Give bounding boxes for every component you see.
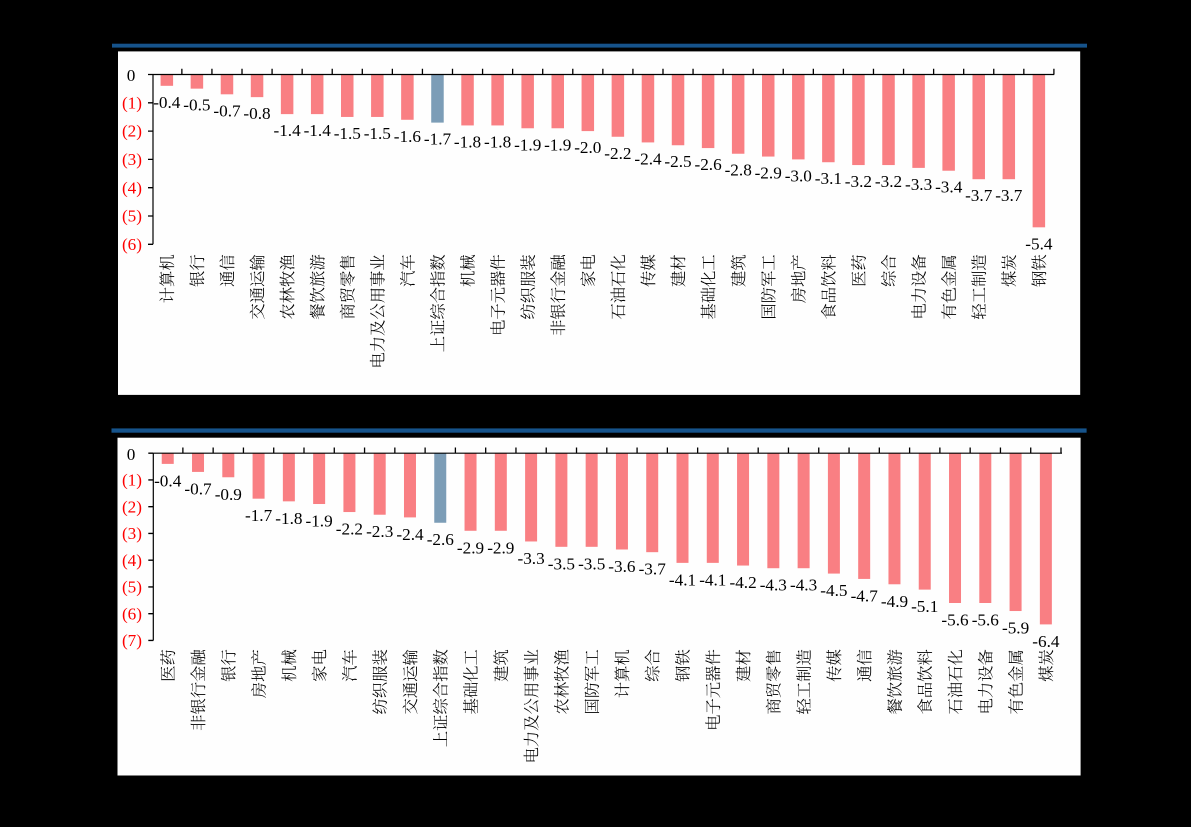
- svg-text:-1.9: -1.9: [305, 512, 332, 531]
- svg-text:-5.9: -5.9: [1002, 619, 1029, 638]
- svg-text:-5.6: -5.6: [972, 611, 1000, 630]
- svg-text:-1.7: -1.7: [424, 130, 452, 149]
- svg-text:-1.5: -1.5: [334, 124, 361, 143]
- svg-text:-2.0: -2.0: [574, 138, 601, 157]
- svg-text:-4.9: -4.9: [881, 592, 908, 611]
- svg-text:-5.6: -5.6: [941, 611, 969, 630]
- svg-text:-2.5: -2.5: [664, 152, 691, 171]
- svg-text:-4.2: -4.2: [729, 573, 756, 592]
- svg-text:-6.4: -6.4: [1032, 632, 1060, 651]
- svg-text:-3.5: -3.5: [548, 554, 575, 573]
- svg-text:-2.3: -2.3: [366, 522, 393, 541]
- svg-text:-0.7: -0.7: [213, 101, 241, 120]
- svg-text:-3.4: -3.4: [935, 178, 963, 197]
- svg-text:-3.6: -3.6: [608, 557, 636, 576]
- svg-text:0: 0: [127, 66, 136, 85]
- svg-text:-2.2: -2.2: [604, 144, 631, 163]
- svg-text:-5.4: -5.4: [1025, 234, 1053, 253]
- svg-text:(5): (5): [122, 207, 142, 226]
- svg-text:-2.4: -2.4: [396, 525, 424, 544]
- svg-text:-3.3: -3.3: [905, 175, 932, 194]
- svg-text:-3.2: -3.2: [845, 172, 872, 191]
- svg-text:-2.6: -2.6: [427, 530, 455, 549]
- svg-text:(4): (4): [122, 551, 142, 570]
- svg-text:-3.7: -3.7: [639, 560, 667, 579]
- svg-text:0: 0: [127, 445, 136, 464]
- svg-text:-1.8: -1.8: [454, 132, 481, 151]
- svg-text:-1.9: -1.9: [544, 135, 571, 154]
- svg-text:-0.4: -0.4: [154, 471, 182, 490]
- svg-text:(4): (4): [122, 178, 142, 197]
- svg-text:-0.9: -0.9: [215, 485, 242, 504]
- svg-text:-2.6: -2.6: [694, 155, 722, 174]
- svg-text:(7): (7): [122, 631, 142, 650]
- svg-text:-0.7: -0.7: [184, 479, 212, 498]
- svg-text:(1): (1): [122, 93, 142, 112]
- svg-text:(5): (5): [122, 578, 142, 597]
- svg-text:-3.3: -3.3: [517, 549, 544, 568]
- svg-text:-2.9: -2.9: [755, 164, 782, 183]
- svg-text:(6): (6): [122, 604, 142, 623]
- svg-text:(3): (3): [122, 524, 142, 543]
- svg-text:-2.9: -2.9: [487, 538, 514, 557]
- svg-text:(6): (6): [122, 235, 142, 254]
- svg-text:-1.9: -1.9: [514, 135, 541, 154]
- svg-text:-2.2: -2.2: [336, 520, 363, 539]
- svg-text:-2.8: -2.8: [725, 161, 752, 180]
- svg-text:-1.7: -1.7: [245, 506, 273, 525]
- svg-text:-1.8: -1.8: [275, 509, 302, 528]
- svg-text:-2.9: -2.9: [457, 538, 484, 557]
- svg-text:(2): (2): [122, 497, 142, 516]
- svg-text:-3.0: -3.0: [785, 166, 812, 185]
- svg-text:(2): (2): [122, 122, 142, 141]
- svg-text:-1.4: -1.4: [304, 121, 332, 140]
- svg-text:-4.3: -4.3: [790, 576, 817, 595]
- svg-text:-4.1: -4.1: [669, 570, 696, 589]
- svg-text:-0.8: -0.8: [243, 104, 270, 123]
- svg-text:(3): (3): [122, 150, 142, 169]
- svg-text:-3.5: -3.5: [578, 554, 605, 573]
- svg-text:-4.5: -4.5: [820, 581, 847, 600]
- svg-text:-1.4: -1.4: [273, 121, 301, 140]
- svg-text:-1.8: -1.8: [484, 132, 511, 151]
- svg-text:-4.3: -4.3: [760, 576, 787, 595]
- svg-text:-5.1: -5.1: [911, 597, 938, 616]
- svg-text:-4.1: -4.1: [699, 570, 726, 589]
- svg-text:-0.4: -0.4: [153, 93, 181, 112]
- svg-text:-1.6: -1.6: [394, 127, 422, 146]
- svg-text:-0.5: -0.5: [183, 96, 210, 115]
- svg-text:-2.4: -2.4: [634, 149, 662, 168]
- svg-text:-3.7: -3.7: [995, 186, 1023, 205]
- svg-text:-3.2: -3.2: [875, 172, 902, 191]
- svg-text:-4.7: -4.7: [851, 586, 879, 605]
- svg-text:(1): (1): [122, 471, 142, 490]
- svg-text:-1.5: -1.5: [364, 124, 391, 143]
- svg-text:-3.1: -3.1: [815, 169, 842, 188]
- svg-text:-3.7: -3.7: [965, 186, 993, 205]
